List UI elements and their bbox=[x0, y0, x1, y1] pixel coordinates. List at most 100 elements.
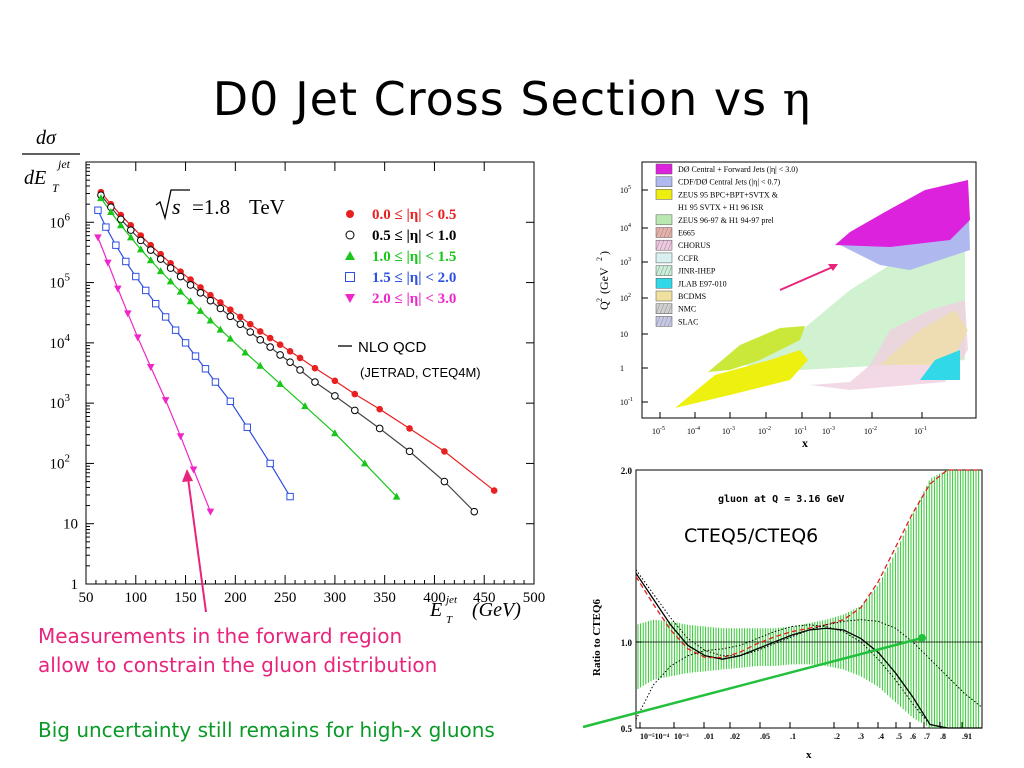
data-point bbox=[211, 378, 220, 386]
pink-arrow-line bbox=[779, 265, 836, 291]
legend-label: E665 bbox=[678, 229, 695, 238]
ratio-curve-dotted bbox=[635, 624, 982, 729]
legend-marker bbox=[345, 294, 355, 303]
x-tick-label: .02 bbox=[730, 732, 740, 741]
data-point bbox=[226, 312, 235, 321]
x-tick-label: 350 bbox=[373, 590, 396, 606]
y-tick-label: 1 bbox=[620, 364, 624, 373]
x-axis-label: x bbox=[806, 749, 812, 761]
x-tick-label: .01 bbox=[704, 732, 714, 741]
note-line-2: allow to constrain the gluon distributio… bbox=[38, 653, 438, 677]
data-point bbox=[276, 341, 284, 348]
legend-hatch bbox=[655, 303, 661, 314]
x-axis-ticks: 10⁻⁵10⁻⁴ 10⁻³ .01 .02 .05 .1 .2 .3 .4 .5 .6 .7 .8 .91 bbox=[639, 722, 972, 741]
y-tick-label: 10 bbox=[63, 517, 78, 533]
ylabel-sup: 2 bbox=[595, 298, 604, 302]
ylabel-close: ) bbox=[597, 251, 611, 255]
green-annotation-line bbox=[582, 636, 923, 729]
data-point bbox=[166, 264, 175, 272]
legend-hatch bbox=[663, 227, 669, 238]
data-point bbox=[112, 241, 120, 249]
ylabel-unit-sup: 2 bbox=[595, 257, 604, 261]
x-tick-label: 250 bbox=[274, 590, 297, 606]
x-tick-label: 200 bbox=[224, 590, 247, 606]
data-point bbox=[94, 206, 102, 214]
x-tick-label: .91 bbox=[962, 732, 972, 741]
x-tick-label: .3 bbox=[858, 732, 864, 741]
legend-swatch bbox=[655, 189, 673, 200]
x-tick-label: 10-5 bbox=[652, 426, 665, 436]
data-point bbox=[181, 339, 190, 347]
y-axis-label: Q 2 (GeV 2 ) bbox=[595, 251, 611, 310]
legend-hatch bbox=[655, 227, 661, 238]
x-tick-label: 50 bbox=[79, 590, 94, 606]
legend-label: SLAC bbox=[678, 317, 698, 326]
legend-label: H1 95 SVTX + H1 96 ISR bbox=[678, 203, 764, 212]
data-point bbox=[206, 316, 215, 324]
nlo-sublabel: (JETRAD, CTEQ4M) bbox=[360, 365, 481, 380]
data-point bbox=[186, 297, 195, 305]
x-tick-label: 10⁻⁵10⁻⁴ bbox=[640, 732, 670, 741]
x-tick-label: 400 bbox=[423, 590, 446, 606]
plot-title: gluon at Q = 3.16 GeV bbox=[718, 494, 844, 505]
legend-label: 2.0 ≤ |η| < 3.0 bbox=[372, 291, 456, 307]
y-tick-label: 102 bbox=[50, 452, 71, 472]
legend-hatch bbox=[667, 240, 673, 251]
legend-hatch bbox=[663, 265, 669, 276]
x-tick-label: .4 bbox=[878, 732, 884, 741]
legend-hatch bbox=[667, 316, 673, 327]
data-point bbox=[176, 433, 185, 441]
data-point bbox=[156, 255, 165, 263]
legend-label: ZEUS 96-97 & H1 94-97 prel bbox=[678, 216, 775, 225]
y-tick-label: 103 bbox=[50, 392, 71, 412]
data-point bbox=[246, 320, 254, 328]
ratio-curve-dotted bbox=[635, 569, 983, 708]
data-point bbox=[311, 364, 319, 372]
x-axis-ticks: 50 100 150 200 250 300 350 400 450 500 bbox=[79, 162, 546, 606]
nlo-curve-4 bbox=[97, 237, 212, 512]
title-main: D0 Jet Cross Section vs bbox=[212, 72, 783, 126]
legend-label: ZEUS 95 BPC+BPT+SVTX & bbox=[678, 190, 779, 199]
energy-s: s bbox=[172, 194, 181, 219]
data-point bbox=[146, 256, 155, 264]
data-point bbox=[127, 233, 135, 241]
legend-label: JINR-IHEP bbox=[678, 267, 716, 276]
x-tick-label: 150 bbox=[174, 590, 197, 606]
high-x-gluon-note: Big uncertainty still remains for high-x… bbox=[38, 718, 495, 742]
legend-label: 1.5 ≤ |η| < 2.0 bbox=[372, 270, 456, 286]
x-tick-label: 10-3 bbox=[722, 426, 735, 436]
chorus-region bbox=[810, 300, 968, 390]
data-point bbox=[114, 285, 122, 293]
x-tick-label: 10-2 bbox=[864, 426, 877, 436]
forward-region-note: Measurements in the forward region allow… bbox=[38, 622, 437, 680]
data-point bbox=[146, 246, 155, 254]
legend-marker bbox=[345, 272, 355, 282]
data-point bbox=[266, 334, 274, 342]
y-axis-ticks: 1 10 102 103 104 105 106 bbox=[50, 164, 534, 593]
x-tick-label: .2 bbox=[834, 732, 840, 741]
x-tick-label: 450 bbox=[473, 590, 496, 606]
legend-label: CDF/DØ Central Jets (|η| < 0.7) bbox=[678, 178, 780, 187]
legend-hatch bbox=[659, 316, 665, 327]
data-point bbox=[237, 313, 244, 321]
data-point bbox=[176, 287, 185, 295]
ylabel-unit: (GeV bbox=[597, 267, 611, 294]
jet-cross-section-chart: dσ dE jet T 1 10 102 103 104 105 106 50 100 150 2… bbox=[22, 127, 546, 626]
legend-label: CCFR bbox=[678, 254, 699, 263]
x-tick-label: 500 bbox=[523, 590, 546, 606]
data-point bbox=[441, 448, 448, 455]
y-tick-label: 10 bbox=[620, 330, 628, 339]
data-point bbox=[161, 313, 170, 321]
cteq-label: CTEQ5/CTEQ6 bbox=[684, 525, 818, 547]
data-point bbox=[276, 351, 284, 359]
data-point bbox=[301, 402, 309, 410]
legend-label: NMC bbox=[678, 305, 696, 314]
legend-hatch bbox=[655, 240, 661, 251]
data-point bbox=[216, 325, 225, 333]
x-tick-label: .6 bbox=[910, 732, 916, 741]
x-tick-label: 10-1 bbox=[794, 426, 807, 436]
data-point bbox=[256, 361, 265, 369]
x-tick-label: 10⁻³ bbox=[674, 732, 689, 741]
y-tick-label: 1.0 bbox=[621, 638, 633, 648]
